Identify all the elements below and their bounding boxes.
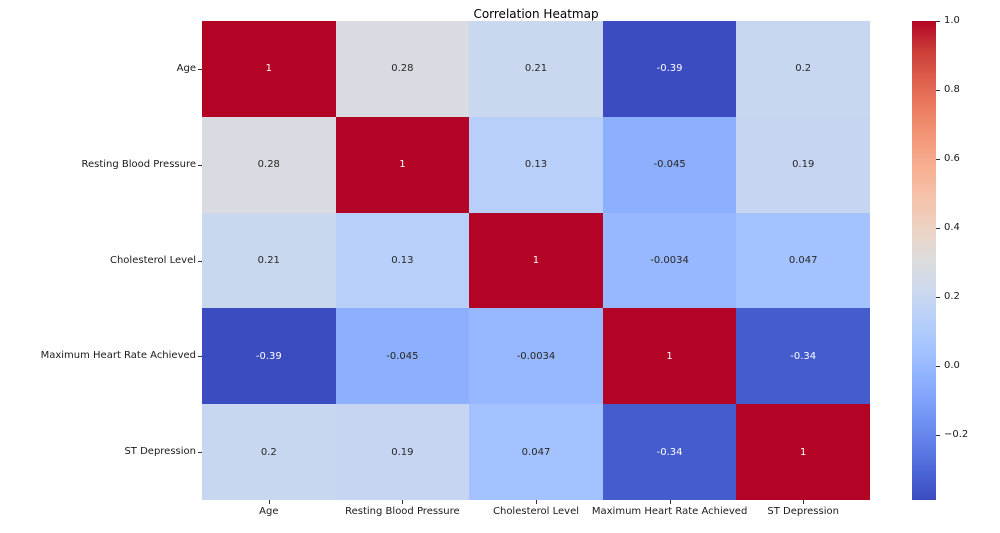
heatmap-cell-4-2: 0.047 [469, 404, 603, 500]
cell-value: 0.047 [521, 446, 551, 458]
colorbar-tick-mark [936, 90, 940, 91]
colorbar-tick-label: 0.2 [944, 290, 960, 302]
heatmap-cell-4-3: -0.34 [602, 404, 737, 500]
colorbar-tick-label: 0.4 [944, 221, 960, 233]
y-tick-mark [198, 69, 202, 70]
x-tick-label: Maximum Heart Rate Achieved [591, 506, 748, 517]
heatmap-cell-1-3: -0.045 [602, 116, 737, 213]
colorbar-tick-mark [936, 366, 940, 367]
cell-value: 0.13 [391, 254, 414, 266]
x-tick-mark [803, 500, 804, 504]
heatmap-cell-1-4: 0.19 [736, 116, 870, 213]
heatmap-cell-2-2: 1 [469, 212, 603, 309]
heatmap-cell-0-2: 0.21 [469, 21, 603, 117]
cell-value: 1 [399, 159, 406, 171]
colorbar-tick-mark [936, 228, 940, 229]
cell-value: 1 [532, 254, 540, 266]
heatmap-cell-3-1: -0.045 [335, 308, 470, 405]
cell-value: 0.2 [260, 446, 277, 458]
colorbar-tick-mark [936, 297, 940, 298]
y-tick-mark [198, 261, 202, 262]
colorbar-tick-label: 0.8 [944, 83, 960, 95]
colorbar-tick-mark [936, 21, 940, 22]
colorbar-gradient [912, 21, 936, 500]
heatmap-cell-2-4: 0.047 [736, 212, 870, 309]
heatmap-cell-0-0: 1 [202, 21, 336, 117]
cell-value: 0.13 [524, 159, 548, 171]
y-tick-label: Resting Blood Pressure [81, 158, 196, 170]
cell-value: 0.19 [391, 446, 414, 458]
cell-value: 0.28 [391, 63, 414, 75]
x-tick-mark [269, 500, 270, 504]
cell-value: 0.21 [524, 63, 548, 75]
cell-value: -0.34 [656, 446, 683, 458]
heatmap-cell-0-4: 0.2 [736, 21, 870, 117]
heatmap-cell-3-4: -0.34 [736, 308, 870, 405]
colorbar-tick-label: −0.2 [944, 428, 969, 440]
y-tick-mark [198, 356, 202, 357]
cell-value: 0.047 [788, 254, 818, 266]
heatmap-cell-0-1: 0.28 [335, 21, 470, 117]
cell-value: -0.34 [790, 350, 817, 362]
x-tick-mark [536, 500, 537, 504]
x-tick-label: ST Depression [767, 506, 839, 517]
x-tick-mark [670, 500, 671, 504]
colorbar-tick-mark [936, 159, 940, 160]
heatmap-cell-4-0: 0.2 [202, 404, 336, 500]
cell-value: -0.045 [386, 350, 419, 362]
cell-value: -0.0034 [516, 350, 556, 362]
cell-value: 0.2 [795, 63, 812, 75]
heatmap-cell-4-4: 1 [736, 404, 870, 500]
x-tick-label: Cholesterol Level [492, 506, 580, 517]
y-tick-label: Age [176, 62, 196, 74]
cell-value: 0.19 [792, 159, 815, 171]
heatmap-cell-1-1: 1 [335, 116, 470, 213]
x-tick-label: Age [259, 506, 279, 517]
cell-value: 1 [800, 446, 807, 458]
y-tick-label: Cholesterol Level [109, 254, 196, 266]
heatmap-cell-0-3: -0.39 [602, 21, 737, 117]
heatmap-cell-4-1: 0.19 [335, 404, 470, 500]
cell-value: 1 [666, 350, 673, 362]
heatmap-cell-1-2: 0.13 [469, 116, 603, 213]
cell-value: -0.39 [656, 63, 683, 75]
heatmap-cell-2-0: 0.21 [202, 212, 336, 309]
cell-value: -0.045 [653, 159, 686, 171]
x-tick-label: Resting Blood Pressure [345, 506, 460, 517]
heatmap-cell-3-3: 1 [602, 308, 737, 405]
heatmap-cell-1-0: 0.28 [202, 116, 336, 213]
cell-value: 1 [265, 63, 272, 75]
heatmap-cell-2-1: 0.13 [335, 212, 470, 309]
chart-title: Correlation Heatmap [473, 7, 599, 21]
colorbar-tick-mark [936, 435, 940, 436]
heatmap-cell-3-2: -0.0034 [469, 308, 603, 405]
y-tick-label: Maximum Heart Rate Achieved [40, 350, 196, 362]
y-tick-label: ST Depression [124, 446, 196, 458]
y-tick-mark [198, 165, 202, 166]
colorbar-tick-label: 0.0 [944, 359, 960, 371]
colorbar-tick-label: 1.0 [944, 15, 960, 26]
x-tick-mark [402, 500, 403, 504]
y-tick-mark [198, 452, 202, 453]
heatmap-cell-3-0: -0.39 [202, 308, 336, 405]
heatmap-cell-2-3: -0.0034 [602, 212, 737, 309]
cell-value: -0.39 [255, 350, 282, 362]
cell-value: 0.28 [257, 159, 280, 171]
colorbar-tick-label: 0.6 [944, 152, 960, 164]
cell-value: 0.21 [257, 254, 280, 266]
cell-value: -0.0034 [650, 254, 689, 266]
heatmap-grid: 1 0.28 0.21 -0.39 0.2 0.28 1 0.13 -0.045 0.19 0.21… [202, 21, 870, 500]
